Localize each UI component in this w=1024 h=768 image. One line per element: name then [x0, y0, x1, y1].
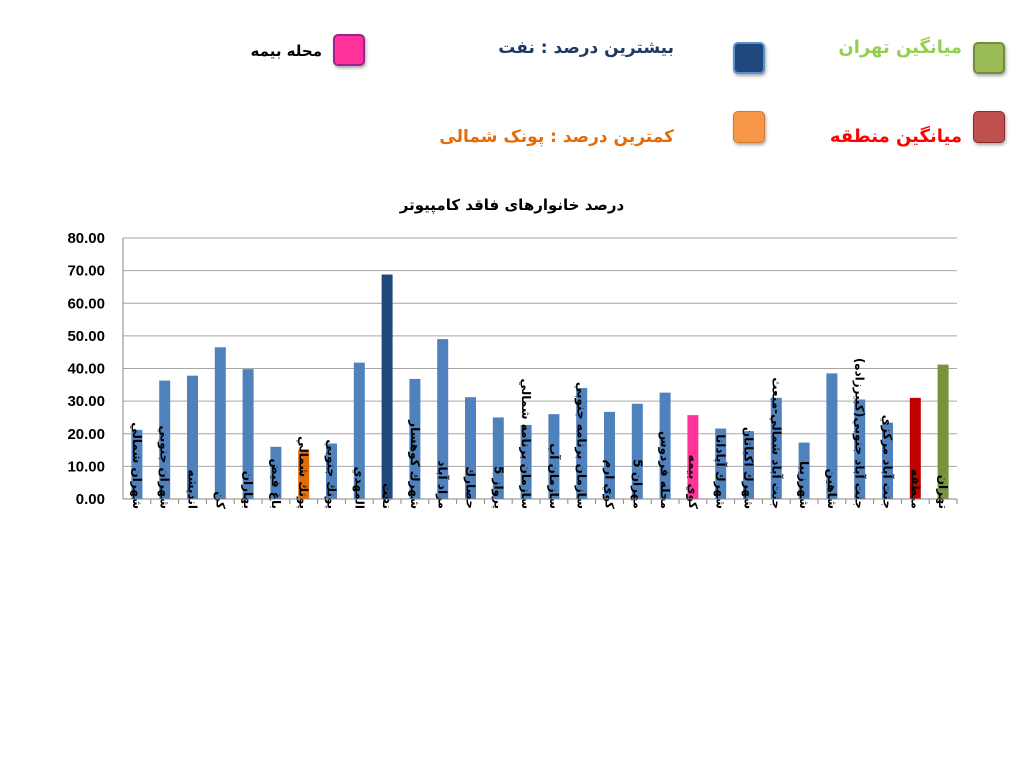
x-tick-label: سازمان آب [547, 443, 562, 509]
bar [659, 392, 671, 499]
x-tick-label: تهران [936, 475, 950, 509]
y-tick-label: 80.00 [67, 230, 105, 247]
x-tick-label: المهدي [352, 466, 366, 509]
x-tick-label: كوي بيمه [685, 455, 700, 509]
x-tick-label: شهرزيبا [797, 461, 811, 509]
x-tick-label: جنت آباد جنوبي(كبيرزاده) [852, 358, 868, 509]
x-tick-label: مراد آباد [436, 460, 451, 509]
legend-swatch-tehran-avg [973, 42, 1005, 74]
x-tick-label: شهرك آپادانا [714, 434, 729, 509]
bar [187, 375, 198, 499]
bar [492, 417, 504, 499]
bar [854, 399, 866, 499]
bar [270, 446, 282, 499]
bar [298, 450, 310, 499]
legend-swatch-highest [733, 42, 765, 74]
y-tick-label: 60.00 [67, 295, 105, 312]
bar [381, 274, 393, 499]
x-tick-label: سازمان برنامه جنوبي [574, 382, 589, 509]
bar [353, 362, 365, 499]
y-tick-label: 0.00 [76, 491, 105, 508]
x-tick-label: كوي ارم [602, 460, 617, 510]
x-tick-label: بهاران [241, 471, 255, 509]
legend-label-bime: محله بیمه [250, 42, 322, 60]
chart-title: درصد خانوارهای فاقد کامپیوتر [399, 196, 625, 215]
x-tick-label: شاهين [825, 469, 839, 509]
legend-label-tehran-avg: میانگین تهران [838, 37, 962, 58]
x-tick-label: پرواز 5 [490, 466, 505, 509]
bars [131, 274, 949, 499]
bar [409, 378, 421, 499]
bar [326, 443, 337, 499]
x-tick-label: محله فردوس [657, 431, 672, 509]
bar [548, 414, 560, 499]
bar [520, 424, 532, 499]
bar [576, 388, 588, 499]
x-tick-label: پونك جنوبي [324, 439, 339, 509]
legend-swatch-lowest [733, 111, 765, 143]
x-tick-label: جنت آباد مركزي [881, 415, 896, 509]
y-tick-label: 40.00 [67, 361, 105, 378]
bar [437, 339, 449, 499]
y-tick-label: 10.00 [67, 458, 105, 475]
bar [631, 403, 643, 499]
bar [882, 422, 893, 499]
legend-swatch-bime [333, 34, 365, 66]
x-tick-label: سازمان برنامه شمالي [519, 379, 533, 509]
x-tick-label: پونك شمالي [296, 436, 311, 509]
x-tick-label: كن [213, 491, 227, 509]
bar [770, 397, 782, 499]
bar [826, 373, 838, 499]
bar [131, 429, 143, 499]
bar [715, 428, 727, 499]
x-tick-label: شهران شمالي [130, 422, 144, 509]
x-tick-label: مهران 5 [630, 459, 644, 509]
bar [604, 411, 615, 499]
y-axis: 0.00 10.00 20.00 30.00 40.00 50.00 60.00 70.00 8… [67, 230, 124, 508]
y-tick-label: 30.00 [67, 393, 105, 410]
bar [465, 397, 476, 499]
y-tick-label: 50.00 [67, 328, 105, 345]
x-tick-label: شهرك اكباتان [742, 427, 756, 509]
x-tick-label: شهران جنوبي [157, 426, 172, 509]
x-tick-label: باغ فيض [269, 458, 283, 509]
x-tick-label: نفت [380, 483, 394, 509]
legend-swatch-region-avg [973, 111, 1005, 143]
y-tick-label: 20.00 [67, 426, 105, 443]
x-tick-label: انديشه [186, 469, 200, 509]
legend-label-region-avg: میانگین منطقه [829, 126, 962, 147]
x-tick-label: حصارك [464, 466, 478, 509]
bar [687, 415, 699, 499]
x-axis-labels: شهران شمالي شهران جنوبي انديشه كن بهاران باغ … [123, 358, 958, 510]
x-tick-label: منطقه [908, 469, 922, 509]
bar [242, 369, 254, 499]
bar [743, 431, 754, 499]
bar [909, 397, 921, 499]
bar [159, 380, 171, 499]
legend-label-highest: بیشترین درصد : نفت [498, 38, 674, 58]
x-tick-label: جنت آباد شمالي-مبعث [769, 377, 784, 509]
x-tick-label: شهرك كوهسار [407, 419, 422, 509]
y-tick-label: 70.00 [67, 263, 105, 280]
bar [798, 442, 810, 499]
legend-label-lowest: کمترین درصد : پونک شمالی [439, 127, 674, 147]
bar [937, 364, 949, 499]
bar [214, 347, 226, 499]
